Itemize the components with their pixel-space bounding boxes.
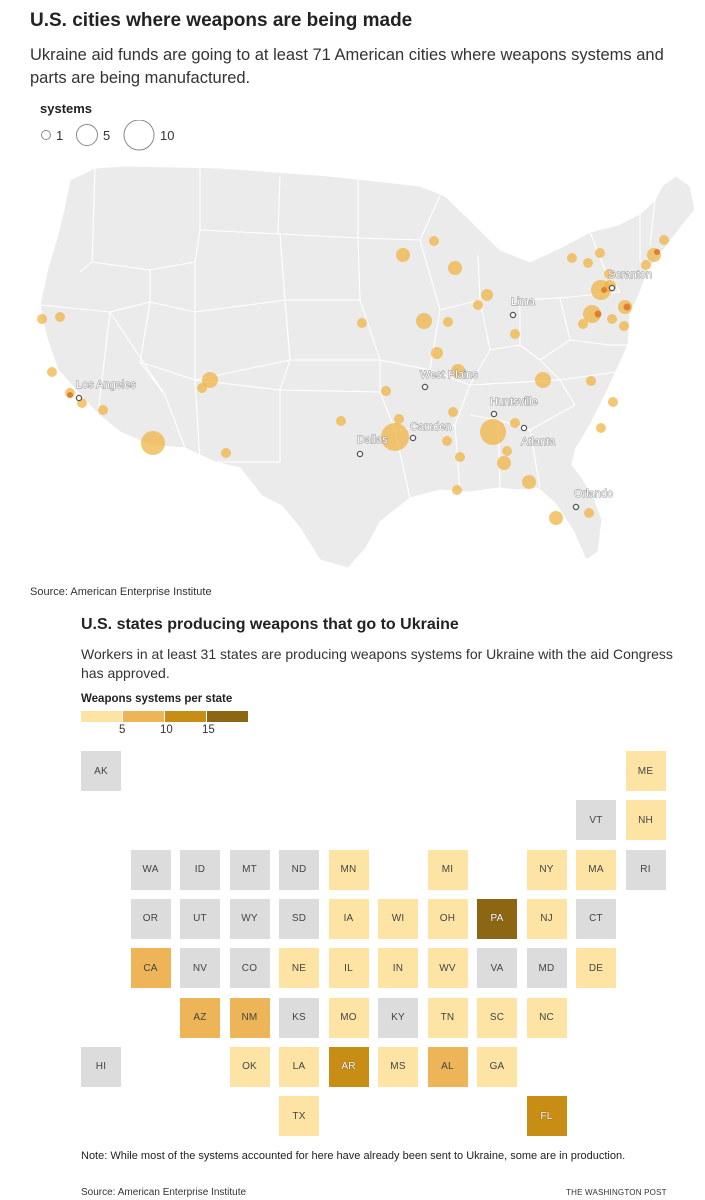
state-tile-nm: NM <box>229 997 270 1038</box>
state-tile-tn: TN <box>427 997 468 1038</box>
ramp-swatch-1 <box>81 711 122 722</box>
state-tile-ut: UT <box>180 898 220 939</box>
city-label-west-plains: West Plains <box>420 369 478 381</box>
weapons-city-bubbles <box>37 235 669 525</box>
state-tile-ne: NE <box>279 948 319 989</box>
state-tile-la: LA <box>279 1046 319 1087</box>
state-tile-ms: MS <box>378 1046 418 1087</box>
state-tile-ct: CT <box>576 898 616 939</box>
chart-title: U.S. cities where weapons are being made <box>30 10 413 31</box>
state-tile-va: VA <box>477 948 517 989</box>
color-legend-ticks: 5 10 15 <box>81 724 261 740</box>
state-tile-de: DE <box>576 948 616 989</box>
state-tile-mi: MI <box>427 849 468 890</box>
city-label-scranton: Scranton <box>608 269 652 281</box>
city-label-huntsville: Huntsville <box>490 396 538 408</box>
city-label-dallas: Dallas <box>357 434 388 446</box>
state-borders <box>39 167 656 499</box>
state-tile-wi: WI <box>378 898 418 939</box>
state-tile-fl: FL <box>526 1096 567 1137</box>
tilemap-source: Source: American Enterprise Institute <box>81 1187 247 1198</box>
state-tile-wa: WA <box>130 849 171 890</box>
state-tile-nc: NC <box>526 997 567 1038</box>
state-tile-in: IN <box>378 948 418 989</box>
state-tile-nj: NJ <box>526 898 567 939</box>
bubble-legend-title: systems <box>40 101 93 116</box>
state-tile-wv: WV <box>427 948 468 989</box>
dense-city-bubbles <box>67 249 660 398</box>
legend-label-1: 1 <box>56 128 63 143</box>
tilemap-title: U.S. states producing weapons that go to… <box>81 616 459 633</box>
ramp-swatch-4 <box>207 711 248 722</box>
ramp-swatch-2 <box>123 711 164 722</box>
state-tile-sc: SC <box>477 997 517 1038</box>
legend-circle-5 <box>76 124 98 146</box>
state-tile-ak: AK <box>81 751 121 791</box>
state-tile-ny: NY <box>526 849 567 890</box>
ramp-tick-10: 10 <box>160 724 173 736</box>
state-tile-hi: HI <box>81 1046 121 1087</box>
state-tile-ga: GA <box>477 1046 517 1087</box>
state-tile-al: AL <box>427 1046 468 1087</box>
state-tile-ca: CA <box>130 948 171 989</box>
chart-subtitle: Ukraine aid funds are going to at least … <box>30 46 664 87</box>
state-tile-md: MD <box>526 948 567 989</box>
ramp-tick-15: 15 <box>202 724 215 736</box>
map-source: Source: American Enterprise Institute <box>30 586 212 598</box>
state-tile-pa: PA <box>477 898 517 939</box>
state-tile-ri: RI <box>625 849 666 890</box>
legend-circle-10 <box>123 120 155 151</box>
state-tile-nv: NV <box>180 948 220 989</box>
color-legend-title: Weapons systems per state <box>81 693 233 705</box>
legend-label-10: 10 <box>160 128 174 143</box>
state-tile-nd: ND <box>279 849 319 890</box>
tilemap-subtitle: Workers in at least 31 states are produc… <box>81 646 673 681</box>
state-tile-ar: AR <box>328 1046 369 1087</box>
city-label-lima: Lima <box>511 296 536 308</box>
state-tile-sd: SD <box>279 898 319 939</box>
city-label-camden: Camden <box>410 421 452 433</box>
state-tile-ky: KY <box>378 997 418 1038</box>
us-bubble-map: Los Angeles Dallas Camden West Plains Li… <box>37 165 696 569</box>
state-tile-ia: IA <box>328 898 369 939</box>
state-tile-mo: MO <box>328 997 369 1038</box>
footnote: Note: While most of the systems accounte… <box>81 1150 626 1162</box>
ramp-swatch-3 <box>165 711 206 722</box>
city-label-atlanta: Atlanta <box>521 436 556 448</box>
state-tile-wy: WY <box>229 898 270 939</box>
state-tile-mn: MN <box>328 849 369 890</box>
state-tile-il: IL <box>328 948 369 989</box>
city-markers <box>75 284 616 511</box>
bubble-size-legend: 1 5 10 <box>41 120 174 151</box>
state-tile-vt: VT <box>576 800 616 841</box>
state-tile-co: CO <box>229 948 270 989</box>
state-tile-ma: MA <box>576 849 616 890</box>
state-tile-me: ME <box>625 751 666 791</box>
state-tile-nh: NH <box>625 800 666 841</box>
us-land-shape <box>39 165 696 569</box>
state-tile-oh: OH <box>427 898 468 939</box>
ramp-tick-5: 5 <box>119 724 126 736</box>
state-tile-id: ID <box>180 849 220 890</box>
legend-label-5: 5 <box>103 128 110 143</box>
state-tile-ks: KS <box>279 997 319 1038</box>
state-tile-az: AZ <box>180 997 220 1038</box>
state-tile-ok: OK <box>229 1046 270 1087</box>
city-label-los-angeles: Los Angeles <box>76 379 136 391</box>
state-tile-or: OR <box>130 898 171 939</box>
legend-circle-1 <box>41 130 51 140</box>
city-label-orlando: Orlando <box>574 488 613 500</box>
publisher-credit: THE WASHINGTON POST <box>566 1188 667 1197</box>
color-legend-ramp <box>81 711 249 722</box>
state-tile-tx: TX <box>279 1096 319 1137</box>
state-tile-mt: MT <box>229 849 270 890</box>
